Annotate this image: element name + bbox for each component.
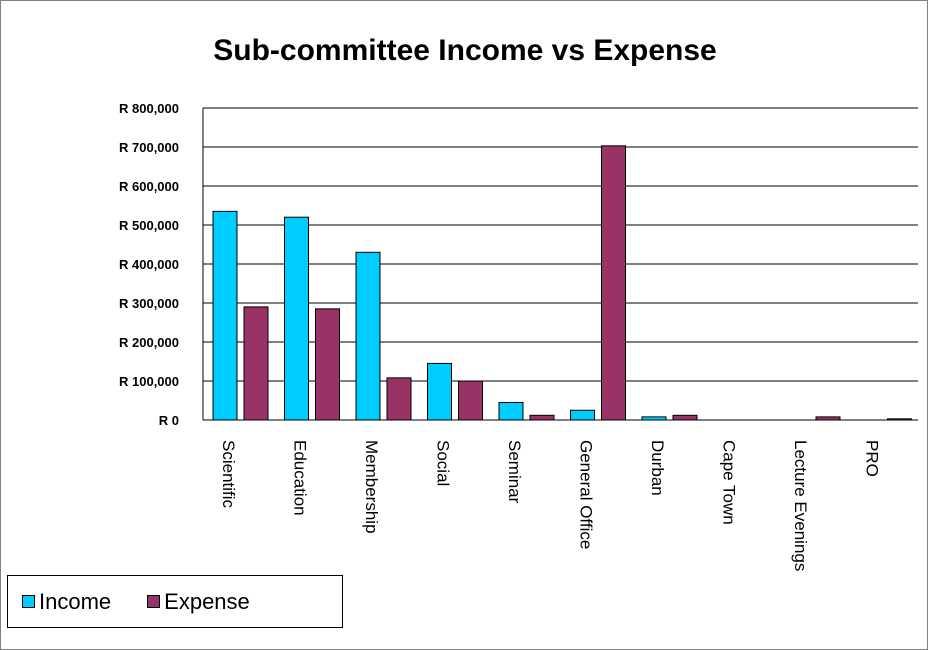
x-tick-label: Lecture Evenings (791, 440, 810, 571)
bar-expense (887, 418, 912, 421)
bar-expense (529, 414, 555, 421)
bar-income (641, 416, 667, 421)
x-tick-label: Social (434, 440, 453, 486)
legend: Income Expense (7, 575, 343, 628)
bars (212, 145, 912, 421)
x-tick-label: PRO (863, 440, 882, 477)
bar-income (570, 409, 595, 421)
x-tick-label: Scientific (219, 440, 238, 509)
y-tick-label: R 300,000 (119, 296, 179, 311)
grid-lines (202, 107, 918, 421)
bar-expense (243, 306, 269, 421)
legend-label-expense: Expense (164, 588, 250, 614)
x-tick-label: Membership (362, 440, 381, 534)
x-tick-label: Durban (648, 440, 667, 496)
bar-expense (601, 145, 626, 421)
bar-expense (815, 416, 841, 421)
bar-expense (672, 414, 698, 421)
y-tick-label: R 0 (159, 413, 179, 428)
y-tick-label: R 400,000 (119, 257, 179, 272)
x-tick-label: General Office (577, 440, 596, 549)
x-tick-label: Cape Town (720, 440, 739, 525)
y-axis-ticks: R 0 R 100,000 R 200,000 R 300,000 R 400,000 R… (119, 101, 179, 428)
x-axis-ticks: Scientific Education Membership Social Semin… (219, 440, 882, 571)
bar-income (212, 210, 238, 421)
y-tick-label: R 100,000 (119, 374, 179, 389)
bar-expense (386, 377, 412, 421)
x-tick-label: Seminar (505, 440, 524, 504)
chart-title: Sub-committee Income vs Expense (213, 34, 717, 67)
legend-label-income: Income (39, 588, 112, 614)
legend-item-expense: Expense (147, 589, 250, 615)
bar-expense (315, 308, 340, 421)
bar-income (427, 362, 452, 421)
y-tick-label: R 200,000 (119, 335, 179, 350)
y-tick-label: R 500,000 (119, 218, 179, 233)
bar-income (355, 251, 381, 421)
legend-swatch-income (22, 595, 35, 608)
bar-income (284, 216, 309, 421)
bar-income (498, 401, 524, 421)
bar-expense (458, 380, 483, 421)
y-tick-label: R 700,000 (119, 140, 179, 155)
x-tick-label: Education (291, 440, 310, 516)
legend-item-income: Income (22, 589, 111, 615)
y-tick-label: R 800,000 (119, 101, 179, 116)
y-tick-label: R 600,000 (119, 179, 179, 194)
legend-swatch-expense (147, 595, 161, 608)
